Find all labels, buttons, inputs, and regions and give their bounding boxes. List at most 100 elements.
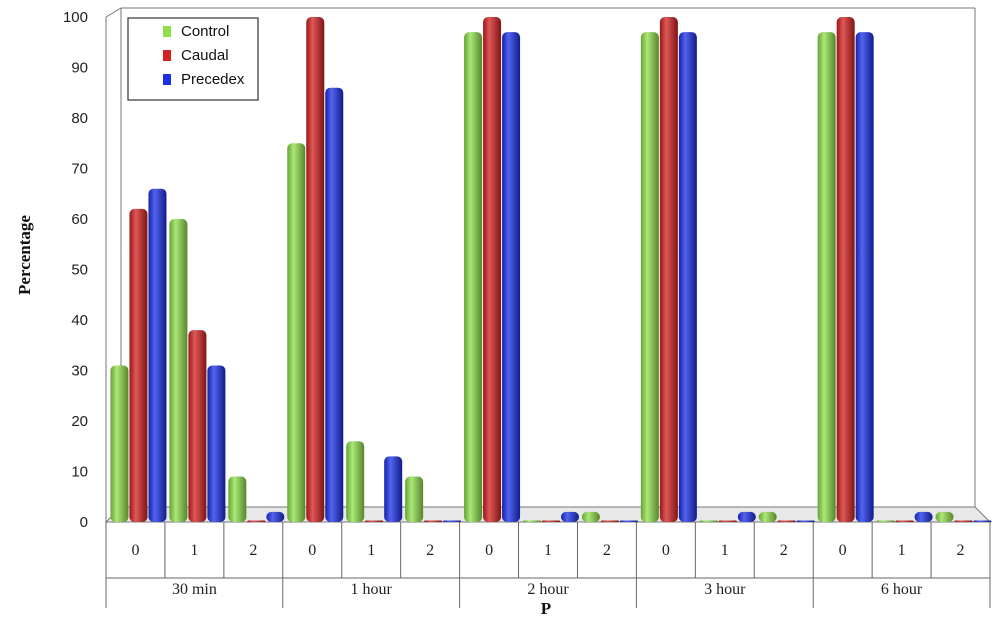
x-tick-label: 0 bbox=[839, 542, 847, 559]
bar-body bbox=[405, 476, 424, 522]
bar-body bbox=[895, 520, 914, 522]
x-tick-label: 0 bbox=[662, 542, 670, 559]
y-tick-label: 100 bbox=[63, 9, 88, 26]
legend-swatch-precedex bbox=[163, 74, 171, 85]
x-tick-label: 1 bbox=[367, 542, 375, 559]
y-tick-label: 10 bbox=[71, 464, 88, 481]
bar-precedex bbox=[502, 32, 521, 523]
bar-caudal bbox=[424, 520, 443, 522]
legend-label: Precedex bbox=[181, 71, 245, 88]
bar-body bbox=[935, 511, 954, 522]
x-tick-label: 2 bbox=[780, 542, 788, 559]
x-axis: 0 1 2 30 min 0 1 2 1 hour 0 1 2 2 hour 0 1 2 3 hour 0 1 2 6… bbox=[105, 522, 991, 608]
y-tick-label: 80 bbox=[71, 110, 88, 127]
bar-control bbox=[346, 441, 365, 522]
bar-precedex bbox=[443, 520, 462, 522]
bar-body bbox=[542, 520, 560, 522]
x-group-label: 1 hour bbox=[351, 581, 393, 598]
bar-body bbox=[129, 208, 148, 522]
top-left-depth bbox=[105, 7, 122, 18]
x-group-label: 6 hour bbox=[881, 581, 923, 598]
bar-control bbox=[405, 476, 424, 522]
bar-control bbox=[228, 476, 247, 522]
bar-body bbox=[483, 17, 502, 522]
bar-body bbox=[836, 17, 855, 522]
y-tick-label: 0 bbox=[80, 514, 88, 531]
y-tick-label: 20 bbox=[71, 413, 88, 430]
bar-body bbox=[954, 520, 973, 522]
y-axis-title: Percentage bbox=[15, 215, 34, 295]
bar-caudal bbox=[895, 520, 914, 522]
x-group-label: 3 hour bbox=[704, 581, 746, 598]
x-tick-label: 0 bbox=[308, 542, 316, 559]
bar-control bbox=[640, 32, 659, 523]
y-tick-label: 90 bbox=[71, 60, 88, 77]
bar-body bbox=[973, 520, 992, 522]
y-tick-label: 60 bbox=[71, 211, 88, 228]
x-tick-label: 0 bbox=[131, 542, 139, 559]
legend-label: Control bbox=[181, 23, 229, 40]
bar-precedex bbox=[914, 511, 933, 522]
bar-caudal bbox=[306, 17, 325, 522]
x-axis-title: P bbox=[541, 599, 551, 618]
bar-body bbox=[169, 219, 188, 522]
bar-body bbox=[188, 330, 207, 522]
x-tick-label: 2 bbox=[957, 542, 965, 559]
y-tick-label: 30 bbox=[71, 363, 88, 380]
bar-caudal bbox=[247, 520, 266, 522]
bar-control bbox=[523, 520, 541, 522]
bar-body bbox=[424, 520, 443, 522]
bar-caudal bbox=[129, 208, 148, 522]
bar-body bbox=[228, 476, 247, 522]
bar-body bbox=[659, 17, 678, 522]
bar-precedex bbox=[561, 511, 579, 522]
legend-label: Caudal bbox=[181, 47, 229, 64]
bar-control bbox=[110, 365, 129, 522]
bar-body bbox=[640, 32, 659, 523]
bar-body bbox=[758, 511, 777, 522]
bar-caudal bbox=[954, 520, 973, 522]
bar-precedex bbox=[325, 87, 344, 522]
bar-precedex bbox=[796, 520, 815, 522]
bar-caudal bbox=[365, 520, 384, 522]
bar-control bbox=[464, 32, 483, 523]
bar-body bbox=[464, 32, 483, 523]
bar-body bbox=[855, 32, 874, 523]
bars bbox=[110, 17, 992, 523]
x-tick-label: 1 bbox=[721, 542, 729, 559]
bar-body bbox=[737, 511, 756, 522]
bar-caudal bbox=[188, 330, 207, 522]
bar-control bbox=[581, 511, 600, 522]
bar-control bbox=[699, 520, 718, 522]
bar-body bbox=[287, 143, 306, 522]
legend-swatch-caudal bbox=[163, 50, 171, 61]
bar-body bbox=[581, 511, 600, 522]
bar-body bbox=[523, 520, 541, 522]
bar-precedex bbox=[266, 511, 285, 522]
y-tick-label: 70 bbox=[71, 161, 88, 178]
bar-precedex bbox=[737, 511, 756, 522]
bar-caudal bbox=[836, 17, 855, 522]
legend: Control Caudal Precedex bbox=[127, 17, 259, 101]
bar-body bbox=[699, 520, 718, 522]
bar-body bbox=[207, 365, 226, 522]
bar-precedex bbox=[678, 32, 697, 523]
bar-body bbox=[561, 511, 579, 522]
x-tick-label: 2 bbox=[603, 542, 611, 559]
bar-caudal bbox=[483, 17, 502, 522]
bar-caudal bbox=[600, 520, 619, 522]
bar-precedex bbox=[384, 456, 403, 522]
bar-body bbox=[110, 365, 129, 522]
x-tick-label: 0 bbox=[485, 542, 493, 559]
bar-caudal bbox=[659, 17, 678, 522]
bar-body bbox=[796, 520, 815, 522]
legend-swatch-control bbox=[163, 26, 171, 37]
bar-body bbox=[384, 456, 403, 522]
bar-body bbox=[325, 87, 344, 522]
x-tick-label: 1 bbox=[544, 542, 552, 559]
bar-body bbox=[876, 520, 895, 522]
bar-precedex bbox=[973, 520, 992, 522]
bar-body bbox=[148, 188, 167, 522]
bar-body bbox=[266, 511, 285, 522]
bar-control bbox=[935, 511, 954, 522]
